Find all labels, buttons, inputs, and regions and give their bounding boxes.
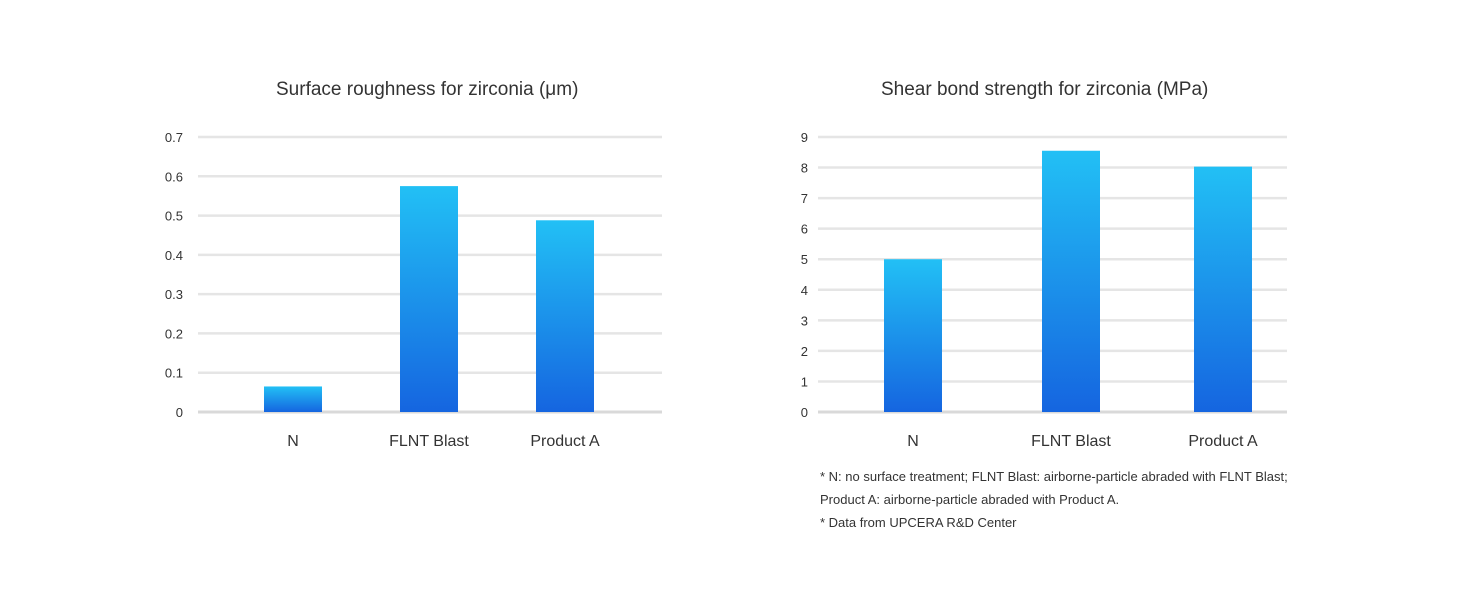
x-category-label: Product A <box>530 433 600 450</box>
y-tick-label: 0.4 <box>165 248 183 263</box>
x-category-label: Product A <box>1188 433 1258 450</box>
footnote-legend-n-flnt: * N: no surface treatment; FLNT Blast: a… <box>820 469 1288 484</box>
y-tick-label: 6 <box>801 222 808 237</box>
chart-title-surface-roughness: Surface roughness for zirconia (μm) <box>276 79 579 100</box>
footnote-data-source: * Data from UPCERA R&D Center <box>820 515 1017 530</box>
y-tick-label: 0 <box>176 405 183 420</box>
y-tick-label: 3 <box>801 313 808 328</box>
chart-title-shear-bond-strength: Shear bond strength for zirconia (MPa) <box>881 79 1209 100</box>
y-tick-label: 2 <box>801 344 808 359</box>
y-tick-label: 0.5 <box>165 209 183 224</box>
shear-bond-strength-chart: 0 1 2 3 4 5 6 7 8 9 N FLNT Blast Product A <box>801 130 1287 450</box>
y-tick-label: 7 <box>801 191 808 206</box>
bar-flnt-blast <box>1042 150 1100 412</box>
y-tick-label: 0.6 <box>165 169 183 184</box>
y-tick-label: 9 <box>801 130 808 145</box>
x-category-label: N <box>287 433 299 450</box>
bar-n <box>884 259 942 412</box>
x-category-label: N <box>907 433 919 450</box>
y-tick-label: 8 <box>801 161 808 176</box>
surface-roughness-chart: 0 0.1 0.2 0.3 0.4 0.5 0.6 0.7 N FLNT Blast Product… <box>165 130 662 450</box>
y-tick-label: 5 <box>801 252 808 267</box>
y-tick-label: 0.7 <box>165 130 183 145</box>
footnote-legend-product-a: Product A: airborne-particle abraded wit… <box>820 492 1120 507</box>
x-category-label: FLNT Blast <box>389 433 469 450</box>
bar-flnt-blast <box>400 186 458 412</box>
bar-n <box>264 386 322 412</box>
y-tick-label: 0.2 <box>165 326 183 341</box>
y-tick-label: 0 <box>801 405 808 420</box>
bar-product-a <box>536 220 594 412</box>
x-category-label: FLNT Blast <box>1031 433 1111 450</box>
y-tick-label: 1 <box>801 374 808 389</box>
y-tick-label: 4 <box>801 283 808 298</box>
bar-product-a <box>1194 166 1252 412</box>
y-tick-label: 0.3 <box>165 287 183 302</box>
y-tick-label: 0.1 <box>165 366 183 381</box>
